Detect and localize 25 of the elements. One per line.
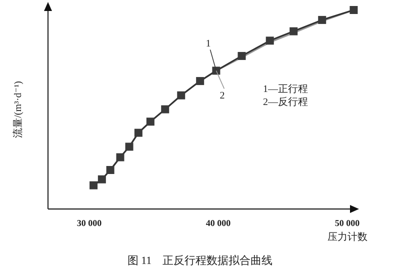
point bbox=[266, 36, 274, 45]
point bbox=[98, 175, 106, 184]
point bbox=[290, 27, 298, 36]
point bbox=[90, 181, 98, 190]
point bbox=[134, 128, 142, 137]
point bbox=[146, 118, 154, 126]
x-axis-title: 压力计数 bbox=[327, 231, 368, 243]
x-tick-label: 30 000 bbox=[76, 218, 102, 228]
text: 图 11 正反行程数据拟合曲线 bbox=[127, 254, 273, 267]
point bbox=[116, 153, 124, 162]
x-tick-label: 40 000 bbox=[206, 218, 232, 228]
point bbox=[161, 105, 170, 114]
point bbox=[350, 6, 358, 14]
point bbox=[125, 142, 134, 151]
y-axis-title: 流量/(m³·d⁻¹) bbox=[12, 81, 24, 138]
x-tick-label: 50 000 bbox=[334, 218, 360, 228]
point bbox=[177, 91, 186, 100]
point bbox=[238, 52, 246, 60]
point bbox=[106, 166, 114, 174]
annotation: 1—正行程 bbox=[263, 84, 308, 95]
legend-label: 2 bbox=[220, 90, 225, 102]
series-label: 1 bbox=[206, 38, 211, 50]
point bbox=[196, 77, 204, 86]
annotation: 2—反行程 bbox=[263, 96, 308, 108]
point bbox=[318, 16, 326, 24]
